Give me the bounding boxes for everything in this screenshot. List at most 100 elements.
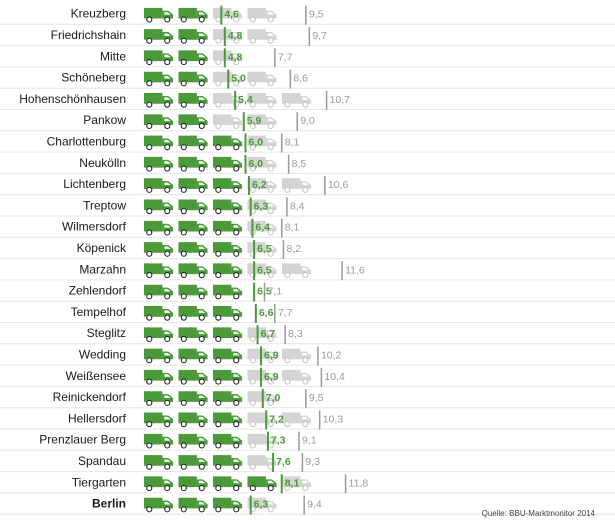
green-value-label: 4,8 [228,30,243,42]
grey-value-label: 7,1 [267,286,282,298]
category-label: Treptow [83,198,126,212]
grey-value-label: 8,1 [285,136,300,148]
source-note: Quelle: BBU-Marktmonitor 2014 [481,509,595,518]
green-truck-icon [177,348,209,364]
grey-truck-icon [246,7,278,23]
green-truck-icon [212,156,243,172]
green-truck-icon [177,454,209,470]
green-truck-icon [212,241,243,257]
grey-truck-icon [281,369,312,385]
category-label: Schöneberg [61,71,126,85]
green-truck-icon [143,475,174,492]
green-truck-icon [246,475,278,492]
green-value-label: 4,8 [228,51,243,63]
category-label: Hellersdorf [68,411,127,425]
green-truck-icon [212,305,243,321]
green-truck-icon [143,28,174,44]
green-truck-icon [143,348,174,364]
green-truck-icon [177,220,209,236]
green-truck-icon [143,7,174,23]
green-truck-icon [143,433,174,449]
green-truck-icon [212,475,243,492]
category-label: Pankow [83,113,126,127]
green-value-label: 7,2 [269,413,284,425]
grey-truck-icon [315,262,342,279]
grey-truck-icon [281,7,306,23]
grey-value-label: 9,4 [307,499,322,511]
green-value-label: 6,6 [259,307,274,319]
category-label: Weißensee [66,369,127,383]
category-label: Zehlendorf [69,284,127,298]
category-label: Hohenschönhausen [19,92,126,106]
green-truck-icon [177,198,209,215]
grey-value-label: 11,6 [345,264,365,276]
green-truck-icon [212,284,243,300]
green-truck-icon [177,92,209,108]
category-label: Tiergarten [72,475,126,489]
green-truck-icon [212,433,243,449]
green-truck-icon [212,369,243,385]
category-label: Prenzlauer Berg [39,433,126,447]
green-value-label: 7,3 [271,435,286,447]
green-truck-icon [177,369,209,385]
grey-truck-icon [246,49,275,66]
grey-value-label: 10,3 [323,413,344,425]
grey-value-label: 8,2 [286,243,301,255]
category-label: Berlin [92,497,126,511]
green-value-label: 6,5 [257,243,272,255]
green-truck-icon [212,177,243,193]
category-label: Lichtenberg [63,177,126,191]
green-value-label: 5,0 [231,73,246,85]
grey-value-label: 9,1 [302,435,317,447]
green-truck-icon [143,177,174,193]
green-truck-icon [177,71,209,87]
grey-truck-icon [246,28,278,44]
category-label: Friedrichshain [51,28,126,42]
category-label: Spandau [78,454,126,468]
green-truck-icon [177,326,209,343]
grey-value-label: 9,3 [305,456,320,468]
green-truck-icon [212,220,243,236]
green-truck-icon [143,92,174,108]
green-value-label: 8,1 [285,477,300,489]
category-label: Köpenick [77,241,127,255]
green-truck-icon [212,135,243,151]
green-value-label: 6,5 [257,286,272,298]
grey-value-label: 9,0 [300,115,315,127]
green-truck-icon [143,198,174,215]
green-truck-icon [143,220,174,236]
grey-value-label: 8,1 [285,222,300,234]
category-label: Charlottenburg [47,134,126,148]
green-truck-icon [143,369,174,385]
green-truck-icon [177,135,209,151]
green-truck-icon [212,454,243,470]
green-value-label: 6,7 [261,328,276,340]
green-truck-icon [177,284,209,300]
grey-truck-icon [281,177,312,193]
green-truck-icon [143,262,174,279]
green-truck-icon [177,156,209,172]
green-truck-icon [177,433,209,449]
green-value-label: 6,2 [252,179,267,191]
green-truck-icon [143,113,174,130]
green-value-label: 6,0 [249,158,264,170]
grey-value-label: 9,7 [312,30,327,42]
grey-value-label: 8,3 [288,328,303,340]
category-label: Mitte [100,49,126,63]
grey-truck-icon [281,262,312,279]
grey-value-label: 10,2 [321,349,342,361]
green-value-label: 6,9 [264,349,279,361]
green-truck-icon [143,71,174,87]
green-truck-icon [143,305,174,321]
green-truck-icon [177,177,209,193]
green-truck-icon [212,411,243,428]
grey-value-label: 8,6 [293,73,308,85]
green-truck-icon [212,262,243,279]
green-truck-icon [212,497,243,513]
category-label: Kreuzberg [71,7,126,21]
green-truck-icon [143,156,174,172]
green-truck-icon [143,284,174,300]
grey-value-label: 8,4 [290,200,305,212]
grey-truck-icon [212,113,243,130]
grey-truck-icon [281,348,312,364]
